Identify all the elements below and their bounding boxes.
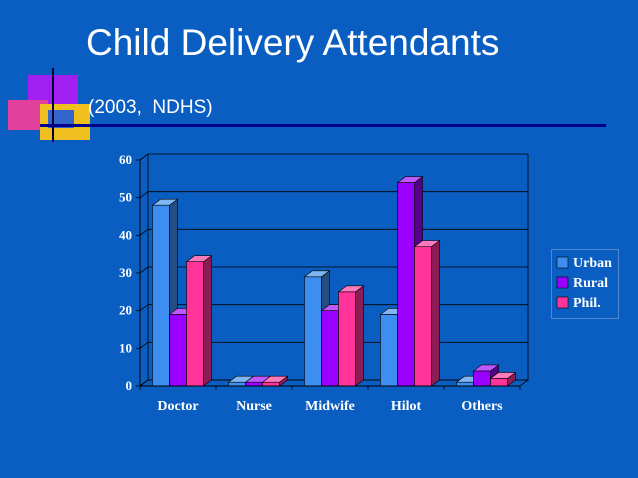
x-tick-label: Hilot bbox=[391, 399, 422, 414]
bar-phil-nurse bbox=[262, 381, 280, 387]
legend-label-rural: Rural bbox=[573, 276, 608, 291]
bar-top-rural bbox=[472, 364, 500, 372]
bar-side-phil bbox=[431, 240, 440, 387]
decorative-square-blue bbox=[48, 110, 74, 128]
title-underline bbox=[40, 124, 606, 127]
x-tick-label: Doctor bbox=[157, 399, 198, 414]
y-tick-label: 20 bbox=[119, 303, 132, 318]
y-tick-label: 60 bbox=[119, 152, 132, 167]
y-tick-label: 30 bbox=[119, 265, 132, 280]
bar-rural-nurse bbox=[245, 381, 263, 387]
bar-urban-nurse bbox=[228, 381, 246, 387]
y-tick-label: 50 bbox=[119, 190, 132, 205]
bar-urban-doctor bbox=[152, 204, 170, 387]
legend-swatch-phil bbox=[556, 296, 569, 309]
bar-rural-others bbox=[473, 370, 491, 387]
bar-phil-others bbox=[490, 378, 508, 387]
x-tick-label: Others bbox=[461, 399, 503, 414]
bar-top-rural bbox=[396, 176, 424, 183]
bar-phil-doctor bbox=[186, 261, 204, 387]
bar-phil-hilot bbox=[414, 246, 432, 387]
slide-subtitle: (2003, NDHS) bbox=[88, 97, 213, 118]
gridline-side bbox=[139, 229, 149, 236]
legend-swatch-urban bbox=[556, 256, 569, 269]
bar-top-phil bbox=[337, 285, 365, 293]
gridline-side bbox=[139, 153, 149, 161]
x-tick-label: Nurse bbox=[236, 399, 272, 414]
bar-phil-midwife bbox=[338, 291, 356, 387]
bar-side-phil bbox=[355, 285, 364, 387]
gridline-side bbox=[139, 266, 149, 274]
bar-top-phil bbox=[489, 372, 517, 379]
bar-top-urban bbox=[151, 198, 179, 206]
decorative-line-vertical bbox=[52, 68, 54, 142]
gridline-side bbox=[139, 342, 149, 349]
bar-rural-midwife bbox=[321, 310, 339, 387]
bar-urban-midwife bbox=[304, 276, 322, 387]
legend bbox=[551, 249, 619, 319]
gridline-side bbox=[139, 304, 149, 311]
legend-label-phil: Phil. bbox=[573, 296, 601, 311]
y-tick-label: 40 bbox=[119, 227, 132, 242]
bar-top-phil bbox=[413, 240, 441, 247]
y-tick-label: 0 bbox=[126, 378, 133, 393]
bar-top-phil bbox=[261, 375, 289, 383]
bar-top-phil bbox=[185, 255, 213, 263]
gridline-side bbox=[139, 191, 149, 198]
legend-swatch-rural bbox=[556, 276, 569, 289]
bar-rural-doctor bbox=[169, 314, 187, 387]
slide-title: Child Delivery Attendants bbox=[86, 22, 500, 63]
gridline-side bbox=[139, 379, 149, 387]
bar-rural-hilot bbox=[397, 182, 415, 387]
bar-side-phil bbox=[203, 255, 212, 387]
y-tick-label: 10 bbox=[119, 340, 132, 355]
x-tick-label: Midwife bbox=[305, 399, 355, 414]
legend-label-urban: Urban bbox=[573, 256, 612, 271]
bar-urban-others bbox=[456, 381, 474, 387]
bar-top-urban bbox=[303, 270, 331, 278]
bar-urban-hilot bbox=[380, 314, 398, 387]
